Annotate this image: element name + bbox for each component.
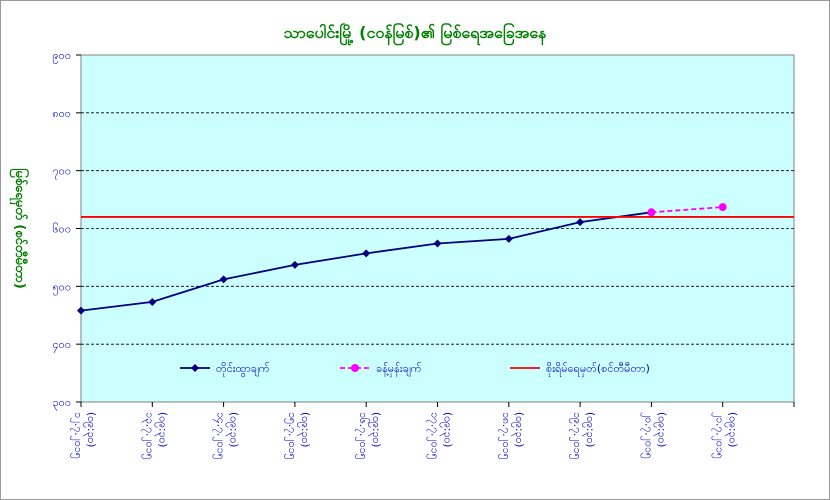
x-tick-label: ၁၆.၇.၂၀၁၅ xyxy=(355,412,370,459)
x-tick-label: (၀၉:၃၀) xyxy=(226,412,240,447)
x-tick-label: ၁၂.၇.၂၀၁၅ xyxy=(70,412,84,459)
x-tick-label: ၁၃.၇.၂၀၁၅ xyxy=(141,412,155,459)
x-tick-label: ၁၈.၇.၂၀၁၅ xyxy=(498,412,512,459)
legend-marker xyxy=(191,364,199,372)
legend-label: ခန့်မှန်းချက် xyxy=(376,362,422,377)
y-tick-label: ၉၀၀ xyxy=(52,49,71,64)
x-tick-label: ၂၀.၇.၂၀၁၅ xyxy=(640,412,654,459)
data-point-marker xyxy=(433,239,442,248)
x-tick-label: ၁၅.၇.၂၀၁၅ xyxy=(284,412,298,459)
x-tick-label: (၀၉:၃၀) xyxy=(653,412,667,447)
series-group xyxy=(77,203,794,315)
legend-label: စိုးရိမ်ရေမှတ်(စင်တီမီတာ) xyxy=(546,362,650,377)
y-tick-label: ၈၀၀ xyxy=(52,107,71,120)
x-tick-label: (၀၉:၃၀) xyxy=(83,412,97,447)
x-tick-label: (၀၉:၃၀) xyxy=(297,412,311,447)
x-tick-label: (၀၉:၃၀) xyxy=(511,412,525,447)
y-tick-label: ၆၀၀ xyxy=(52,223,71,236)
x-tick-label: ၂၁.၇.၂၀၁၅ xyxy=(712,412,726,459)
legend: တိုင်းထွာချက် ခန့်မှန်းချက် စိုးရိမ်ရေမှတ်… xyxy=(180,362,650,377)
x-tick-label: ၁၉.၇.၂၀၁၅ xyxy=(569,412,583,459)
legend-marker xyxy=(351,364,359,372)
data-point-marker xyxy=(77,306,85,315)
data-point-marker xyxy=(647,208,656,217)
y-tick-label: ၄၀၀ xyxy=(52,338,71,353)
data-point-marker xyxy=(362,249,371,258)
chart-title: သာပေါင်းမြို့ (ငဝန်မြစ်)၏ မြစ်ရေအခြေအနေ xyxy=(284,22,547,46)
x-axis-ticks: ၁၂.၇.၂၀၁၅ (၀၉:၃၀) ၁၃.၇.၂၀၁၅ (၀၉:၃၀) ၁၄.၇.၂၀၁… xyxy=(70,402,795,459)
x-tick-label: (၀၉:၃၀) xyxy=(368,412,382,447)
gridlines xyxy=(81,112,794,345)
y-tick-label: ၇၀၀ xyxy=(52,165,71,180)
y-tick-label: ၅၀၀ xyxy=(52,280,71,295)
data-point-marker xyxy=(504,234,513,243)
data-point-marker xyxy=(718,203,727,212)
x-tick-label: (၀၉:၃၀) xyxy=(154,412,168,447)
data-point-marker xyxy=(219,275,228,284)
series-line xyxy=(651,206,723,214)
x-tick-label: (၀၉:၃၀) xyxy=(582,412,596,447)
y-axis-label: မြစ်ရေမှတ် (စင်တီမီတာ) xyxy=(9,168,30,289)
legend-label: တိုင်းထွာချက် xyxy=(216,362,270,377)
x-tick-label: (၀၉:၃၀) xyxy=(440,412,454,447)
data-point-marker xyxy=(290,260,299,269)
x-tick-label: (၀၉:၃၀) xyxy=(725,412,739,447)
x-tick-label: ၁၄.၇.၂၀၁၅ xyxy=(213,412,227,459)
x-tick-label: ၁၇.၇.၂၀၁၅ xyxy=(427,412,441,459)
data-point-marker xyxy=(148,297,157,306)
y-tick-label: ၃၀၀ xyxy=(52,396,71,411)
data-point-marker xyxy=(576,218,585,227)
